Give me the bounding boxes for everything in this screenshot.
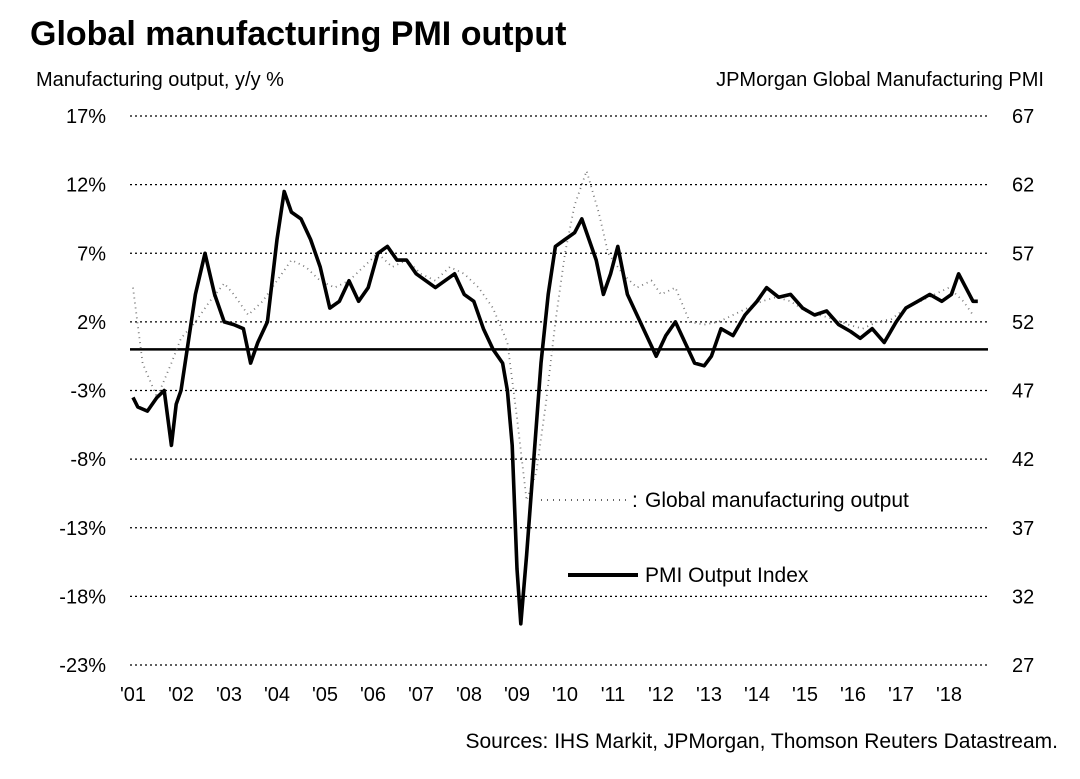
left-tick-label: -23% <box>59 655 106 677</box>
x-tick-label: '04 <box>264 684 290 706</box>
left-tick-label: -8% <box>70 449 106 471</box>
x-tick-label: '06 <box>360 684 386 706</box>
right-tick-label: 62 <box>1012 175 1034 197</box>
legend-label-output: Global manufacturing output <box>645 489 909 512</box>
x-tick-label: '14 <box>744 684 770 706</box>
x-tick-label: '07 <box>408 684 434 706</box>
x-tick-label: '03 <box>216 684 242 706</box>
right-tick-label: 42 <box>1012 449 1034 471</box>
x-tick-label: '08 <box>456 684 482 706</box>
x-tick-label: '02 <box>168 684 194 706</box>
chart-title: Global manufacturing PMI output <box>30 15 566 53</box>
right-axis-title: JPMorgan Global Manufacturing PMI <box>716 69 1044 91</box>
right-tick-label: 27 <box>1012 655 1034 677</box>
x-tick-label: '15 <box>792 684 818 706</box>
right-tick-label: 47 <box>1012 381 1034 403</box>
series-line-1 <box>131 189 978 626</box>
left-tick-label: 2% <box>77 312 106 334</box>
legend: : Global manufacturing output PMI Output… <box>541 489 909 587</box>
x-tick-label: '11 <box>601 684 626 706</box>
x-tick-label: '13 <box>696 684 722 706</box>
right-tick-label: 32 <box>1012 586 1034 608</box>
right-tick-label: 52 <box>1012 312 1034 334</box>
left-axis-title: Manufacturing output, y/y % <box>36 69 284 91</box>
right-axis-ticks: 67 62 57 52 47 42 37 32 27 <box>1012 106 1034 677</box>
right-tick-label: 57 <box>1012 243 1034 265</box>
x-tick-label: '09 <box>504 684 530 706</box>
x-tick-label: '01 <box>120 684 146 706</box>
legend-label-pmi: PMI Output Index <box>645 564 809 587</box>
series-line-0 <box>132 167 974 501</box>
left-tick-label: 7% <box>77 243 106 265</box>
x-tick-label: '05 <box>312 684 338 706</box>
gridlines <box>130 115 988 666</box>
x-tick-label: '18 <box>936 684 962 706</box>
right-tick-label: 67 <box>1012 106 1034 128</box>
legend-separator: : <box>632 489 638 512</box>
source-note: Sources: IHS Markit, JPMorgan, Thomson R… <box>466 730 1059 753</box>
x-tick-label: '16 <box>840 684 866 706</box>
series-layer <box>131 167 978 626</box>
left-tick-label: -3% <box>70 381 106 403</box>
x-axis-ticks: '01 '02 '03 '04 '05 '06 '07 '08 '09 '10 '11 '12 '13 '… <box>120 684 962 706</box>
x-tick-label: '17 <box>888 684 914 706</box>
x-tick-label: '12 <box>648 684 674 706</box>
left-tick-label: -18% <box>59 586 106 608</box>
left-tick-label: 12% <box>66 175 106 197</box>
x-tick-label: '10 <box>552 684 578 706</box>
right-tick-label: 37 <box>1012 518 1034 540</box>
left-tick-label: -13% <box>59 518 106 540</box>
left-axis-ticks: 17% 12% 7% 2% -3% -8% -13% -18% -23% <box>59 106 106 677</box>
left-tick-label: 17% <box>66 106 106 128</box>
